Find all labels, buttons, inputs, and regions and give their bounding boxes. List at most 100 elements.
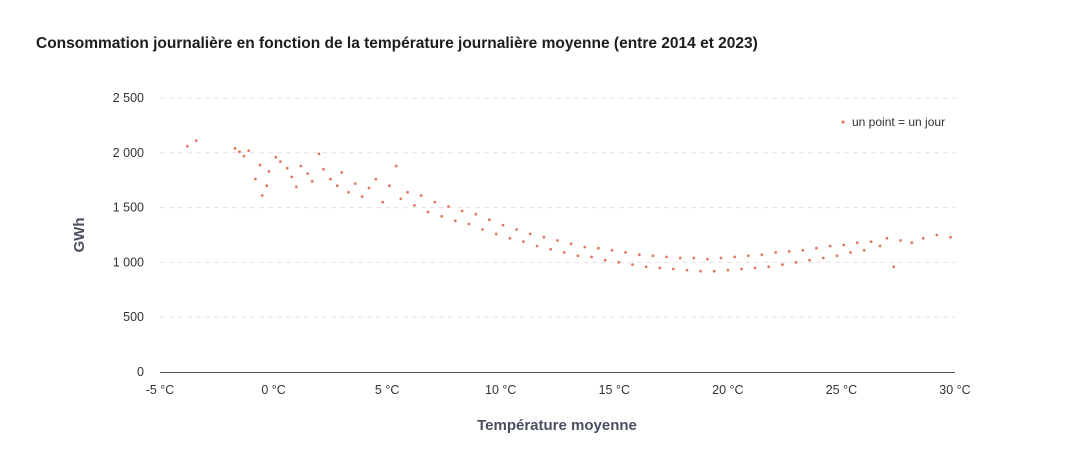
data-point	[233, 147, 237, 150]
data-point	[706, 257, 709, 261]
y-axis-ticks: 0 500 1 000 1 500 2 000 2 500	[113, 91, 144, 379]
data-point	[265, 184, 269, 188]
data-point	[367, 186, 371, 190]
data-point	[637, 253, 641, 257]
x-tick-label: 5 °C	[375, 383, 399, 397]
data-point	[733, 255, 737, 259]
y-tick-label: 500	[123, 310, 144, 324]
data-point	[774, 251, 777, 254]
data-point	[242, 154, 246, 158]
x-tick-label: -5 °C	[146, 383, 175, 397]
data-point	[787, 250, 791, 253]
data-point	[949, 235, 952, 239]
data-point	[665, 255, 668, 259]
data-point	[892, 265, 896, 269]
data-point	[279, 160, 282, 164]
data-point	[712, 269, 716, 273]
data-point	[394, 164, 398, 168]
data-point	[290, 175, 294, 179]
x-tick-label: 30 °C	[939, 383, 970, 397]
data-point	[260, 194, 264, 197]
data-point	[267, 170, 271, 173]
data-point	[597, 246, 600, 250]
data-point	[488, 218, 491, 222]
data-point	[399, 197, 403, 201]
data-point	[419, 194, 423, 197]
data-point	[329, 177, 332, 181]
grid-lines	[160, 97, 955, 318]
data-point	[317, 152, 321, 156]
data-point	[535, 244, 539, 248]
data-point	[501, 223, 505, 227]
y-tick-label: 2 500	[113, 91, 144, 105]
legend: un point = un jour	[841, 115, 945, 129]
data-point	[828, 244, 832, 248]
data-point	[885, 236, 889, 240]
data-point	[617, 261, 621, 264]
data-point	[299, 164, 303, 168]
data-point	[603, 258, 607, 262]
chart-title: Consommation journalière en fonction de …	[36, 35, 758, 52]
data-point	[310, 179, 314, 183]
y-tick-label: 1 000	[113, 255, 144, 269]
data-point	[426, 210, 430, 214]
data-point	[685, 268, 689, 272]
x-tick-label: 15 °C	[599, 383, 630, 397]
data-point	[862, 248, 866, 252]
data-point	[440, 215, 444, 218]
data-point	[921, 236, 925, 240]
data-point	[494, 232, 498, 236]
data-point	[583, 245, 587, 249]
data-point	[869, 240, 873, 244]
data-point	[624, 251, 627, 254]
data-point	[935, 233, 939, 237]
data-point	[322, 167, 325, 171]
x-tick-label: 0 °C	[261, 383, 285, 397]
data-point	[433, 200, 437, 204]
data-point	[542, 235, 546, 239]
data-point	[285, 166, 289, 170]
data-point	[528, 232, 532, 236]
data-point	[347, 190, 350, 194]
data-point	[508, 236, 512, 240]
data-point	[835, 254, 839, 258]
y-axis-title: GWh	[71, 218, 88, 253]
x-tick-label: 25 °C	[826, 383, 857, 397]
data-point	[746, 254, 750, 258]
data-point	[767, 265, 771, 269]
data-point	[610, 248, 614, 252]
data-point	[726, 268, 730, 272]
data-point	[335, 184, 339, 188]
x-tick-label: 20 °C	[712, 383, 743, 397]
data-point	[340, 171, 344, 174]
data-point	[651, 254, 655, 258]
legend-marker-icon	[841, 120, 845, 124]
data-point	[671, 267, 675, 271]
data-point	[678, 256, 682, 260]
data-point	[781, 263, 784, 266]
data-point	[247, 149, 251, 153]
data-points	[185, 139, 952, 273]
data-point	[849, 251, 852, 254]
data-point	[644, 265, 648, 269]
data-point	[549, 247, 553, 251]
data-point	[899, 239, 902, 242]
data-point	[910, 241, 914, 245]
data-point	[855, 241, 859, 245]
data-point	[194, 139, 198, 143]
data-point	[185, 144, 189, 148]
legend-label: un point = un jour	[852, 115, 945, 129]
data-point	[794, 261, 798, 264]
data-point	[692, 256, 696, 260]
data-point	[374, 177, 378, 181]
data-point	[238, 150, 241, 154]
data-point	[842, 243, 846, 247]
data-point	[353, 182, 357, 185]
data-point	[453, 219, 457, 223]
data-point	[569, 242, 573, 246]
data-point	[447, 205, 450, 208]
data-point	[753, 266, 757, 270]
data-point	[631, 263, 634, 266]
data-point	[740, 267, 743, 271]
